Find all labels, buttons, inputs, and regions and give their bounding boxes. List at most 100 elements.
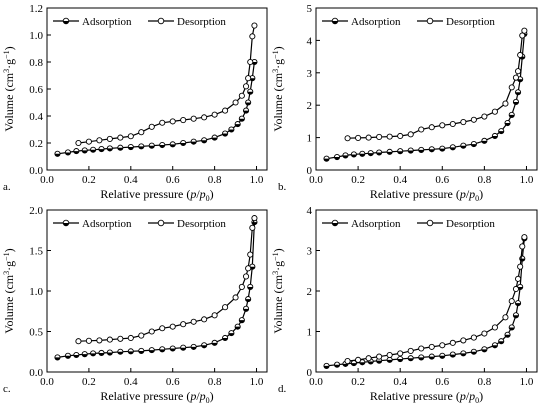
data-point bbox=[481, 137, 488, 144]
data-point bbox=[127, 334, 134, 342]
legend-item-adsorption: Adsorption bbox=[53, 16, 132, 28]
data-point bbox=[460, 337, 467, 344]
data-point bbox=[342, 360, 349, 367]
data-point bbox=[242, 107, 250, 114]
y-tick-label: 0.2 bbox=[29, 138, 43, 150]
data-point bbox=[515, 275, 522, 282]
legend: Adsorption Desorption bbox=[53, 16, 226, 28]
x-axis-label: Relative pressure (p/p0) bbox=[100, 187, 213, 203]
panel-label: d. bbox=[278, 383, 287, 395]
legend-label: Desorption bbox=[446, 218, 495, 230]
y-tick-label: 1 bbox=[307, 327, 313, 339]
y-tick-label: 1.2 bbox=[29, 3, 43, 15]
data-point bbox=[521, 234, 528, 241]
series-desorption bbox=[75, 215, 258, 345]
data-point bbox=[355, 356, 362, 363]
data-point bbox=[245, 99, 252, 106]
data-point bbox=[64, 352, 72, 359]
data-point bbox=[491, 324, 498, 331]
data-point bbox=[449, 144, 456, 151]
data-point bbox=[342, 152, 349, 159]
legend-item-adsorption: Adsorption bbox=[53, 218, 132, 230]
y-tick-label: 0 bbox=[307, 367, 313, 379]
y-tick-label: 3 bbox=[307, 246, 313, 258]
legend-label: Adsorption bbox=[351, 218, 401, 230]
series-desorption bbox=[75, 22, 258, 147]
data-point bbox=[498, 128, 505, 135]
data-point bbox=[359, 359, 366, 366]
y-tick-label: 0.5 bbox=[29, 327, 43, 339]
y-tick-label: 0.6 bbox=[29, 84, 43, 96]
y-tick-label: 2 bbox=[307, 100, 313, 112]
data-point bbox=[251, 22, 258, 29]
data-point bbox=[238, 317, 245, 324]
data-point bbox=[159, 325, 166, 332]
x-tick-label: 0.8 bbox=[478, 174, 492, 186]
data-point bbox=[106, 336, 113, 343]
data-point bbox=[407, 347, 414, 354]
data-point bbox=[323, 362, 330, 369]
data-point bbox=[169, 345, 176, 352]
data-point bbox=[211, 134, 218, 141]
x-tick-label: 0.6 bbox=[435, 376, 449, 388]
data-point bbox=[449, 120, 456, 128]
y-tick-label: 0.0 bbox=[29, 367, 43, 379]
chart-panel-2: 0.0 0.2 0.4 0.6 0.8 1.0 0 1 2 3 4 5 Relative pressur… bbox=[271, 3, 538, 203]
x-axis-label: Relative pressure (p/p0) bbox=[370, 187, 483, 203]
data-point bbox=[127, 143, 134, 151]
data-point bbox=[180, 117, 187, 124]
data-point bbox=[190, 115, 197, 122]
data-point bbox=[232, 99, 239, 106]
data-point bbox=[491, 342, 498, 349]
y-tick-label: 1.5 bbox=[29, 246, 43, 258]
data-point bbox=[180, 344, 187, 351]
data-point bbox=[159, 141, 166, 149]
data-point bbox=[323, 155, 330, 162]
data-point bbox=[418, 345, 425, 352]
y-axis-label: Volume (cm3·g−1) bbox=[271, 248, 285, 333]
data-point bbox=[85, 337, 92, 344]
data-point bbox=[228, 330, 235, 337]
y-tick-label: 0 bbox=[307, 165, 313, 177]
data-point bbox=[148, 328, 155, 335]
data-point bbox=[515, 68, 522, 75]
data-point bbox=[502, 100, 509, 107]
data-point bbox=[397, 148, 404, 155]
y-tick-label: 2.0 bbox=[29, 205, 43, 217]
plot-frame bbox=[315, 7, 538, 171]
x-tick-label: 0.0 bbox=[40, 376, 54, 388]
data-point bbox=[73, 351, 80, 359]
data-point bbox=[449, 339, 456, 346]
data-point bbox=[234, 323, 241, 330]
data-point bbox=[238, 115, 245, 122]
legend-item-desorption: Desorption bbox=[148, 218, 226, 230]
data-point bbox=[222, 304, 229, 311]
legend-marker bbox=[157, 219, 165, 227]
data-point bbox=[98, 146, 105, 153]
data-point bbox=[249, 224, 256, 231]
x-tick-label: 0.4 bbox=[393, 376, 407, 388]
x-tick-label: 0.0 bbox=[40, 174, 54, 186]
data-point bbox=[90, 146, 97, 153]
data-point bbox=[222, 130, 229, 137]
data-point bbox=[75, 338, 82, 345]
chart-panel-1: 0.0 0.2 0.4 0.6 0.8 1.0 0.0 0.2 0.4 0.6 0.8 1.0 1.2 R… bbox=[2, 3, 268, 203]
data-point bbox=[190, 318, 197, 325]
data-point bbox=[106, 349, 113, 356]
data-point bbox=[502, 314, 509, 321]
panel-label: a. bbox=[3, 181, 11, 193]
data-point bbox=[386, 133, 393, 140]
data-point bbox=[397, 355, 404, 363]
data-point bbox=[54, 150, 61, 157]
data-point bbox=[470, 348, 477, 355]
data-point bbox=[138, 129, 145, 136]
data-point bbox=[508, 324, 515, 331]
chart-panel-3: 0.0 0.2 0.4 0.6 0.8 1.0 0.0 0.5 1.0 1.5 2.0 Relativ… bbox=[2, 205, 268, 403]
data-point bbox=[428, 353, 435, 360]
data-point bbox=[247, 58, 254, 66]
data-point bbox=[117, 144, 124, 151]
data-point bbox=[376, 149, 383, 156]
data-point bbox=[242, 273, 250, 280]
data-point bbox=[508, 111, 515, 118]
data-point bbox=[64, 149, 72, 156]
